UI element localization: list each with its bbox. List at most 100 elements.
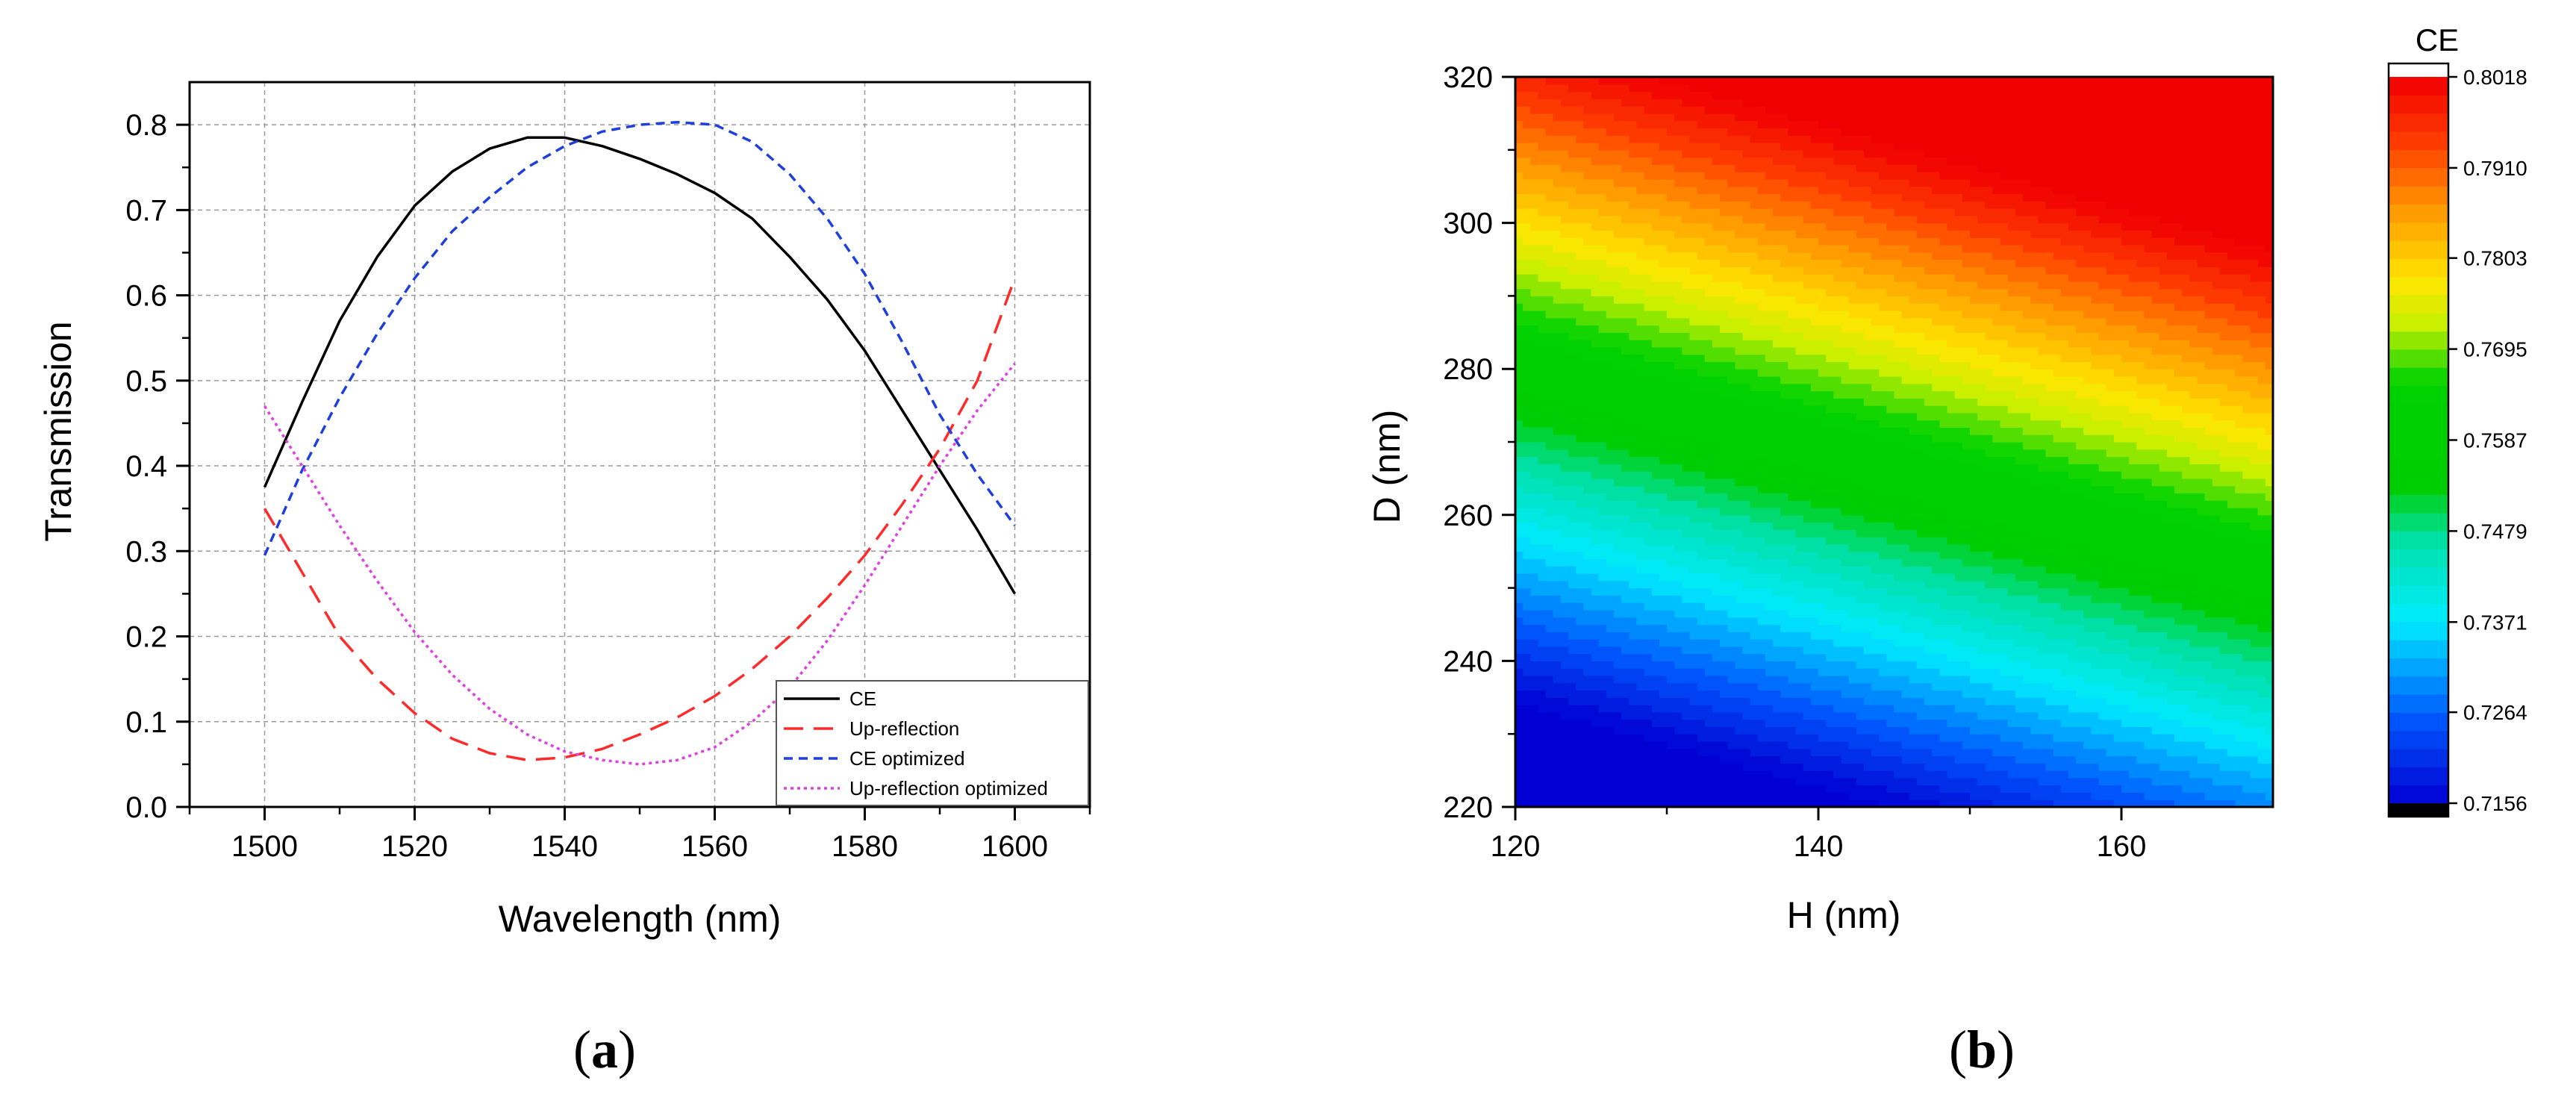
heat-cell <box>1621 690 1630 698</box>
heat-cell <box>2045 595 2054 603</box>
heat-cell <box>1689 522 1698 530</box>
heat-cell <box>2189 522 2198 530</box>
heat-cell <box>2113 726 2122 735</box>
heat-cell <box>2060 734 2069 742</box>
heat-cell <box>1583 508 1592 516</box>
heat-cell <box>1826 537 1834 545</box>
heat-cell <box>1538 442 1547 450</box>
heat-cell <box>1863 726 1872 735</box>
heat-cell <box>1651 734 1660 742</box>
heat-cell <box>1621 792 1630 800</box>
heat-cell <box>1583 573 1592 582</box>
heat-cell <box>2045 632 2054 640</box>
heat-cell <box>1720 632 1728 640</box>
heat-cell <box>2136 632 2145 640</box>
heat-cell <box>1992 624 2001 632</box>
heat-cell <box>2106 734 2115 742</box>
heat-cell <box>1674 449 1682 458</box>
heat-cell <box>1560 632 1569 640</box>
heat-cell <box>1583 529 1592 537</box>
heat-cell <box>2212 624 2221 632</box>
heat-cell <box>1788 639 1797 647</box>
heat-cell <box>1863 464 1872 472</box>
heat-cell <box>1742 624 1751 632</box>
heat-cell <box>1651 741 1660 749</box>
heat-cell <box>1629 799 1637 807</box>
heat-cell <box>2113 741 2122 749</box>
heat-cell <box>1977 478 1986 487</box>
heat-cell <box>1689 711 1698 720</box>
heat-cell <box>1515 711 1524 720</box>
heat-cell <box>1879 537 1887 545</box>
heat-cell <box>2023 587 2031 596</box>
heat-cell <box>2030 522 2039 530</box>
heat-cell <box>1924 595 1933 603</box>
heat-cell <box>1735 711 1744 720</box>
heat-cell <box>1553 711 1562 720</box>
heat-cell <box>1523 799 1531 807</box>
heat-cell <box>1803 639 1812 647</box>
heat-cell <box>2038 485 2047 494</box>
heat-cell <box>2030 464 2039 472</box>
heat-cell <box>2023 485 2031 494</box>
heat-cell <box>2023 478 2031 487</box>
heat-cell <box>1636 785 1645 794</box>
a-ytick-label-1: 0.1 <box>125 706 167 739</box>
heat-cell <box>1848 763 1857 771</box>
heat-cell <box>1515 580 1524 589</box>
heat-cell <box>1954 566 1963 574</box>
heat-cell <box>1879 755 1887 764</box>
heat-cell <box>2030 697 2039 705</box>
heat-cell <box>1613 690 1622 698</box>
a-ytick-label-7: 0.7 <box>125 194 167 227</box>
heat-cell <box>2250 514 2259 523</box>
heat-cell <box>1667 587 1675 596</box>
heat-cell <box>1621 705 1630 713</box>
heat-cell <box>2068 719 2077 728</box>
heat-cell <box>1841 741 1850 749</box>
heat-cell <box>2053 682 2062 691</box>
heat-cell <box>1962 573 1971 582</box>
heat-cell <box>1568 705 1577 713</box>
heat-cell <box>1644 755 1653 764</box>
heat-cell <box>1651 587 1660 596</box>
heat-cell <box>1916 595 1925 603</box>
heat-cell <box>1909 632 1918 640</box>
heat-cell <box>2235 763 2243 771</box>
heat-cell <box>1553 529 1562 537</box>
heat-cell <box>1879 711 1887 720</box>
heat-cell <box>1667 551 1675 560</box>
heat-cell <box>1886 471 1895 479</box>
heat-cell <box>1591 543 1600 552</box>
heat-cell <box>2007 522 2016 530</box>
heat-cell <box>1848 514 1857 523</box>
heat-cell <box>1939 690 1948 698</box>
heat-cell <box>1697 653 1706 661</box>
heat-cell <box>1720 668 1728 676</box>
heat-cell <box>1568 543 1577 552</box>
heat-cell <box>2144 493 2153 501</box>
heat-cell <box>2235 471 2243 479</box>
heat-cell <box>1901 755 1910 764</box>
heat-cell <box>1924 478 1933 487</box>
heat-cell <box>2091 595 2100 603</box>
heat-cell <box>2038 471 2047 479</box>
heat-cell <box>1939 711 1948 720</box>
heat-cell <box>1871 770 1880 779</box>
heat-cell <box>2098 478 2107 487</box>
heat-cell <box>1757 456 1766 464</box>
heat-cell <box>1735 719 1744 728</box>
heat-cell <box>2257 763 2266 771</box>
heat-cell <box>1954 543 1963 552</box>
heat-cell <box>2060 456 2069 464</box>
heat-cell <box>1848 522 1857 530</box>
heat-cell <box>1591 763 1600 771</box>
heat-cell <box>1560 668 1569 676</box>
heat-cell <box>1651 464 1660 472</box>
heat-cell <box>1538 522 1547 530</box>
heat-cell <box>1659 711 1668 720</box>
heat-cell <box>1985 602 1994 611</box>
heat-cell <box>2121 719 2130 728</box>
heat-cell <box>1576 653 1584 661</box>
heat-cell <box>1985 799 1994 807</box>
